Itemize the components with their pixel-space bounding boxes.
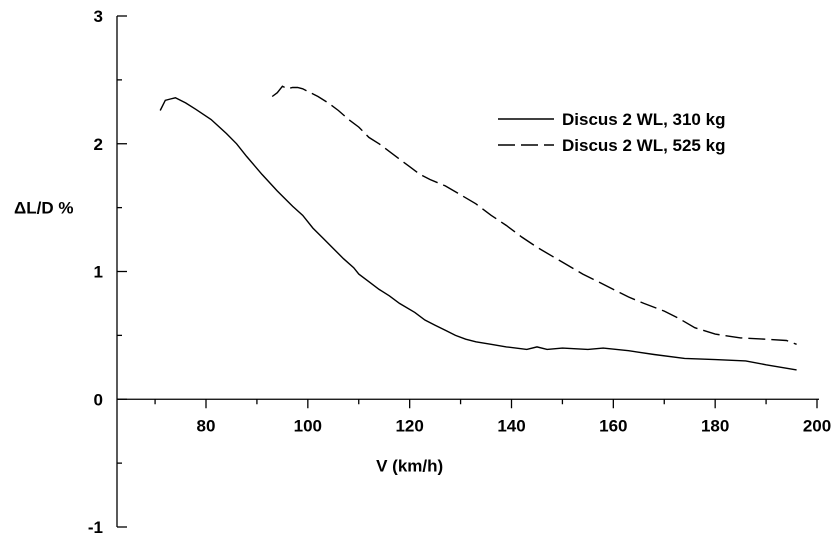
x-tick-label: 180 bbox=[701, 416, 729, 435]
y-tick-label: 3 bbox=[94, 7, 103, 26]
y-tick-label: 2 bbox=[94, 135, 103, 154]
legend-label-1: Discus 2 WL, 310 kg bbox=[562, 110, 725, 129]
axes: -1 0 1 2 3 80 100 120 140 160 180 200 bbox=[88, 7, 831, 537]
y-tick-label: -1 bbox=[88, 518, 103, 537]
legend: Discus 2 WL, 310 kg Discus 2 WL, 525 kg bbox=[498, 110, 725, 155]
x-tick-label: 100 bbox=[294, 416, 322, 435]
x-tick-label: 80 bbox=[197, 416, 216, 435]
series-line-2 bbox=[271, 85, 797, 345]
x-tick-label: 120 bbox=[395, 416, 423, 435]
legend-label-2: Discus 2 WL, 525 kg bbox=[562, 136, 725, 155]
series-line-1 bbox=[159, 97, 797, 371]
x-tick-label: 160 bbox=[599, 416, 627, 435]
x-tick-label: 140 bbox=[497, 416, 525, 435]
y-tick-label: 1 bbox=[94, 263, 103, 282]
x-tick-label: 200 bbox=[803, 416, 831, 435]
series-layer bbox=[159, 85, 797, 371]
x-axis-title: V (km/h) bbox=[376, 456, 443, 475]
y-tick-label: 0 bbox=[94, 390, 103, 409]
y-axis-title: ΔL/D % bbox=[14, 199, 73, 218]
